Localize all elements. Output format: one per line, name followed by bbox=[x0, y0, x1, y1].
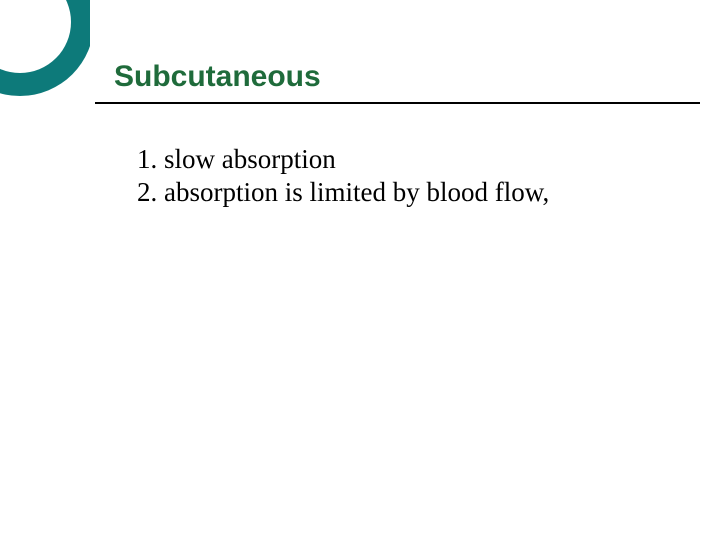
corner-circle-decor bbox=[0, 0, 90, 97]
slide-body: 1. slow absorption 2. absorption is limi… bbox=[137, 143, 549, 209]
body-line-2: 2. absorption is limited by blood flow, bbox=[137, 176, 549, 209]
slide-title: Subcutaneous bbox=[114, 60, 321, 94]
title-underline bbox=[95, 102, 700, 104]
slide-container: Subcutaneous 1. slow absorption 2. absor… bbox=[0, 0, 720, 540]
body-line-1: 1. slow absorption bbox=[137, 143, 549, 176]
